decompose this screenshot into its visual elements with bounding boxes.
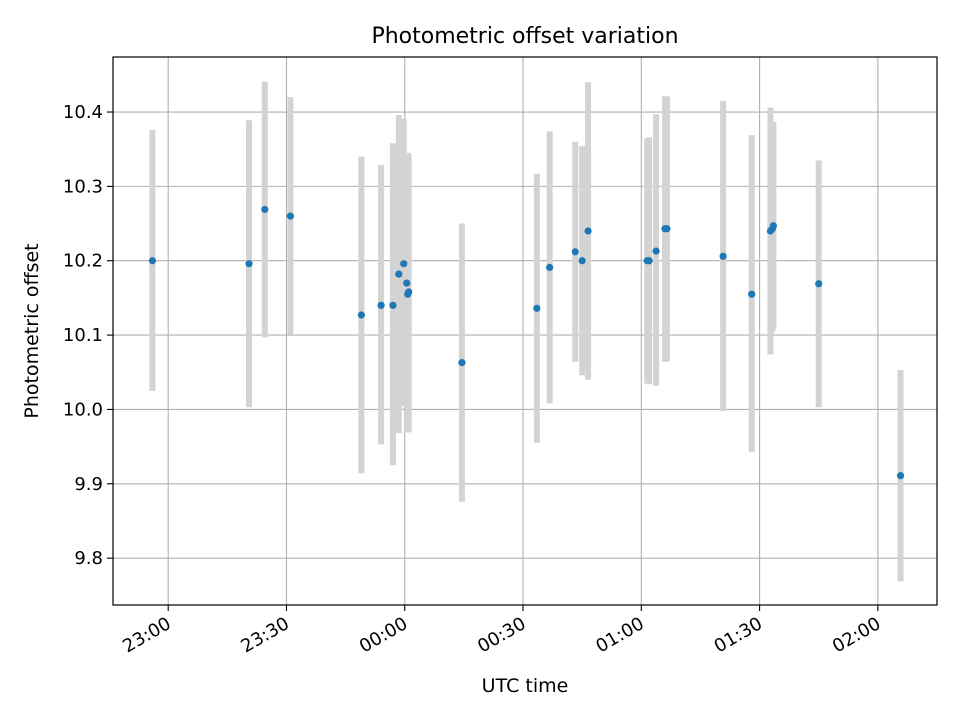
data-point xyxy=(357,311,365,319)
data-point xyxy=(405,288,413,296)
data-point xyxy=(458,359,466,367)
plot-frame xyxy=(112,56,938,606)
y-tick-label: 10.2 xyxy=(63,251,103,272)
chart-title: Photometric offset variation xyxy=(371,24,678,49)
data-point xyxy=(748,290,756,298)
y-tick-label: 10.1 xyxy=(63,325,103,346)
data-point xyxy=(261,205,269,214)
data-point xyxy=(377,301,385,309)
data-point xyxy=(389,301,397,309)
y-tick-label: 10.3 xyxy=(63,176,103,197)
x-axis-label: UTC time xyxy=(482,675,569,697)
data-point xyxy=(584,227,592,235)
data-point xyxy=(400,260,408,268)
data-point xyxy=(896,472,905,480)
data-points xyxy=(148,205,905,480)
data-point xyxy=(815,280,823,288)
data-point xyxy=(663,225,671,233)
data-point xyxy=(395,270,403,278)
data-point xyxy=(148,257,157,265)
y-tick-label: 9.9 xyxy=(74,474,103,495)
data-point xyxy=(571,248,579,256)
data-point xyxy=(719,252,727,260)
data-point xyxy=(645,257,653,265)
data-point xyxy=(286,212,295,220)
data-point xyxy=(533,304,541,312)
data-point xyxy=(652,247,660,255)
data-point xyxy=(578,257,586,265)
y-axis-label: Photometric offset xyxy=(21,243,43,418)
y-tick-label: 9.8 xyxy=(74,548,103,569)
y-tick-label: 10.4 xyxy=(63,102,103,123)
y-axis-ticks: 9.8 9.9 10.0 10.1 10.2 10.3 10.4 xyxy=(63,102,113,569)
data-point xyxy=(546,263,554,272)
y-tick-label: 10.0 xyxy=(63,399,103,420)
data-point xyxy=(769,222,777,230)
data-point xyxy=(403,279,411,287)
data-point xyxy=(245,260,253,268)
